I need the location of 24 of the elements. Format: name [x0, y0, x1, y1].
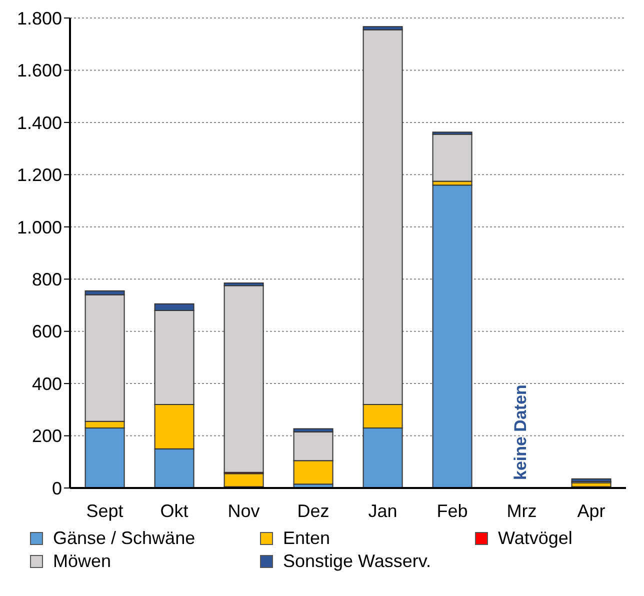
y-tick-label: 1.000: [16, 217, 62, 238]
legend-label: Möwen: [53, 551, 112, 572]
x-tick-label: Apr: [577, 500, 606, 521]
y-tick-label: 1.800: [16, 8, 62, 28]
legend-label: Gänse / Schwäne: [53, 528, 196, 549]
x-tick-label: Dez: [297, 500, 330, 521]
legend-label: Watvögel: [498, 528, 572, 549]
y-tick-label: 400: [32, 374, 62, 394]
y-tick-label: 600: [32, 322, 62, 342]
y-tick-label: 800: [32, 270, 62, 290]
x-tick-label: Sept: [86, 500, 124, 521]
y-tick-label: 1.200: [16, 165, 62, 186]
x-tick-label: Mrz: [506, 500, 537, 521]
legend-label: Enten: [283, 528, 330, 549]
y-tick-label: 0: [52, 478, 62, 498]
annotation: keine Daten: [511, 384, 530, 480]
x-tick-label: Jan: [368, 500, 398, 521]
legend-label: Sonstige Wasserv.: [283, 551, 432, 572]
y-tick-label: 1.600: [16, 60, 62, 81]
x-tick-label: Okt: [160, 500, 188, 521]
y-tick-label: 1.400: [16, 112, 62, 133]
y-tick-label: 200: [32, 426, 62, 446]
x-tick-label: Feb: [436, 500, 468, 521]
x-tick-label: Nov: [228, 500, 260, 521]
